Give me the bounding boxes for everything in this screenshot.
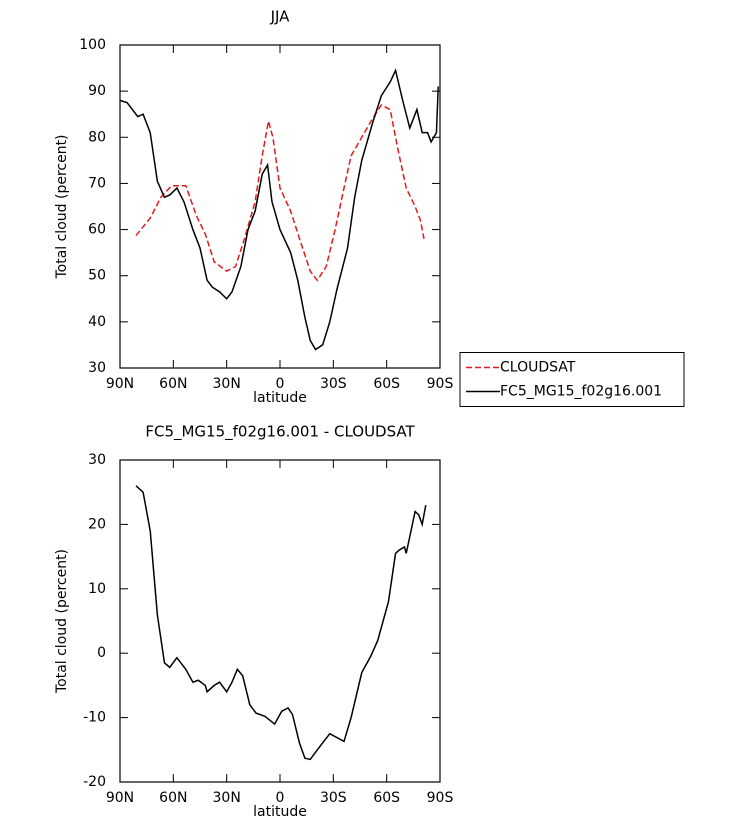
y-axis-label: Total cloud (percent) [54,134,70,279]
data-line [135,104,425,282]
x-tick-label: 30S [320,376,347,392]
x-tick-label: 0 [276,790,285,806]
y-tick-label: 30 [88,452,106,468]
y-tick-label: 20 [88,516,106,532]
x-tick-label: 30N [213,376,241,392]
y-tick-label: -10 [83,710,106,726]
data-line [135,485,427,761]
x-tick-label: 90N [106,376,134,392]
y-tick-label: 50 [88,268,106,284]
y-tick-label: 70 [88,175,106,191]
x-tick-label: 90N [106,790,134,806]
x-tick-label: 60S [373,790,400,806]
data-line [119,68,439,351]
x-tick-label: 30S [320,790,347,806]
x-axis-label: latitude [253,390,307,406]
x-tick-label: 0 [276,376,285,392]
plot-frame [119,44,441,369]
y-tick-label: 40 [88,314,106,330]
x-axis-label: latitude [253,804,307,820]
y-tick-label: 80 [88,129,106,145]
plot-frame [119,459,441,783]
x-tick-label: 60N [159,790,187,806]
y-tick-label: 10 [88,581,106,597]
x-tick-label: 30N [213,790,241,806]
legend-box [459,352,685,407]
y-axis-label: Total cloud (percent) [54,549,70,694]
chart-title: FC5_MG15_f02g16.001 - CLOUDSAT [145,423,415,442]
y-tick-label: -20 [83,774,106,790]
x-tick-label: 90S [427,376,454,392]
x-tick-label: 60N [159,376,187,392]
x-tick-label: 90S [427,790,454,806]
y-tick-label: 100 [79,37,106,53]
y-tick-label: 60 [88,222,106,238]
x-tick-label: 60S [373,376,400,392]
chart-title: JJA [270,8,291,26]
legend-label: CLOUDSAT [500,360,576,376]
legend-label: FC5_MG15_f02g16.001 [500,384,662,400]
y-tick-label: 0 [97,645,106,661]
y-tick-label: 30 [88,360,106,376]
y-tick-label: 90 [88,83,106,99]
